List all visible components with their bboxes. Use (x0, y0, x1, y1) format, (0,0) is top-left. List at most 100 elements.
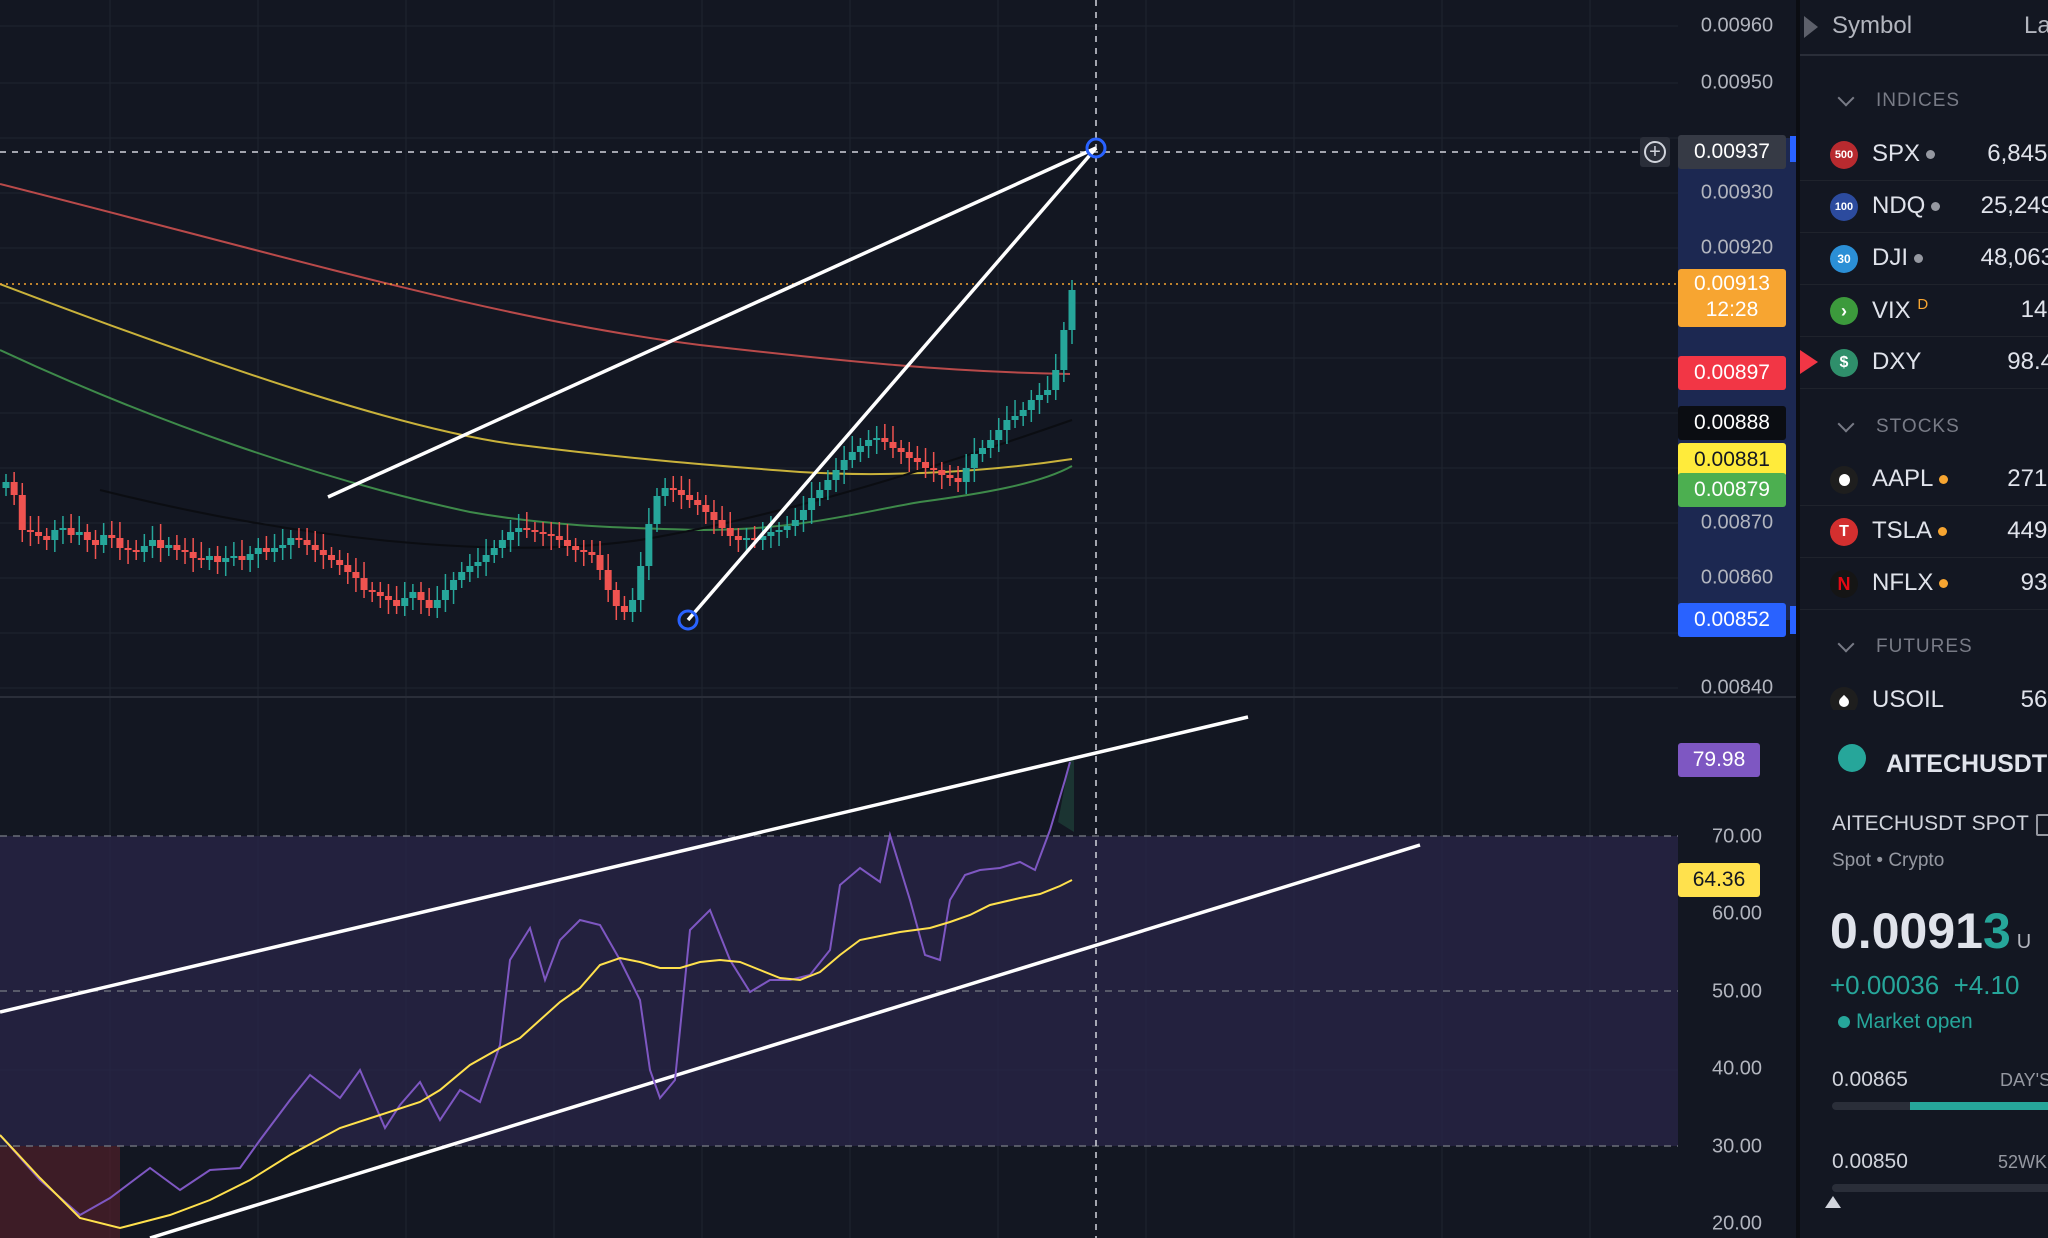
watchlist-row-ndq[interactable]: 100 NDQ 25,249 (1800, 180, 2048, 233)
add-alert-button[interactable]: + (1640, 137, 1670, 167)
candle-body (995, 430, 1003, 440)
symbol-details-panel: AITECHUSDT AITECHUSDT SPOT Spot • Crypto… (1800, 716, 2048, 1238)
candle-body (35, 532, 43, 536)
candle-body (303, 540, 311, 545)
trendline-upper[interactable] (327, 146, 1097, 499)
drop-shape-icon (1836, 694, 1852, 710)
candle-body (865, 440, 873, 446)
candle-body (507, 532, 515, 540)
trendline-handle-bottom[interactable] (677, 609, 699, 631)
symbol-cell: VIX D (1872, 296, 1928, 325)
channel-line-upper[interactable] (0, 715, 1249, 1014)
candle-body (1052, 370, 1060, 390)
oil-drop-icon (1830, 687, 1858, 710)
candle-body (734, 536, 742, 540)
candle-body (588, 552, 596, 555)
crosshair-price-tag: 0.00937 (1678, 135, 1786, 169)
candle-body (629, 600, 637, 612)
candle-body (157, 540, 165, 548)
apple-shape-icon (1838, 474, 1850, 486)
chevron-down-icon (1837, 415, 1855, 433)
candle-body (311, 545, 319, 550)
candle-body (726, 528, 734, 536)
watchlist-row-nflx[interactable]: N NFLX 93. (1800, 557, 2048, 610)
candle-body (458, 572, 466, 580)
ma-yellow-line (0, 283, 1073, 476)
section-title: STOCKS (1876, 416, 1960, 437)
candle-body (881, 438, 889, 442)
candle-body (376, 592, 384, 596)
chevron-down-icon (1837, 89, 1855, 107)
status-dot (1931, 202, 1941, 212)
chart-canvas[interactable] (0, 0, 1800, 1238)
trendline-lower[interactable] (686, 146, 1098, 622)
netflix-logo-icon: N (1830, 570, 1858, 598)
candle-body (83, 532, 91, 540)
trendline-handle-top[interactable] (1085, 137, 1107, 159)
candle-body (970, 454, 978, 468)
rsi-line (0, 761, 1071, 1217)
watchlist-row-aapl[interactable]: AAPL 271. (1800, 453, 2048, 506)
candle-body (1003, 420, 1011, 430)
last-price: 25,249 (1980, 192, 2048, 219)
detail-type: Spot • Crypto (1832, 850, 1945, 871)
watchlist-row-dji[interactable]: 30 DJI 48,063 (1800, 232, 2048, 285)
tesla-logo-icon: T (1830, 518, 1858, 546)
section-title: INDICES (1876, 90, 1961, 111)
column-last[interactable]: La (2024, 12, 2048, 39)
price-range-marker-top (1790, 136, 1796, 162)
candle-body (360, 578, 368, 590)
rsi-label: 60.00 (1711, 902, 1763, 925)
candle-body (409, 592, 417, 598)
rsi-overbought-fill (1058, 756, 1074, 832)
watchlist-row-vix[interactable]: › VIX D 14. (1800, 284, 2048, 337)
rsi-value-tag: 79.98 (1678, 743, 1760, 777)
symbol-name: DXY (1872, 348, 1922, 375)
candle-body (873, 438, 881, 440)
candle-body (515, 528, 523, 532)
candle-body (51, 530, 59, 540)
external-link-icon[interactable] (2036, 814, 2048, 836)
watchlist-row-usoil[interactable]: USOIL 56. (1800, 674, 2048, 710)
candle-body (124, 548, 132, 550)
symbol-cell: TSLA (1872, 517, 1948, 545)
candle-body (18, 495, 26, 530)
candle-body (686, 495, 694, 500)
candle-body (327, 555, 335, 560)
chart-area[interactable]: 0.00960 0.00950 0.00930 0.00920 0.00870 … (0, 0, 1800, 1238)
column-symbol[interactable]: Symbol (1832, 12, 1913, 39)
ma-black-line (99, 419, 1073, 549)
candle-body (1060, 330, 1068, 370)
candle-body (254, 548, 262, 554)
symbol-name: TSLA (1872, 517, 1933, 544)
section-stocks[interactable]: STOCKS (1800, 406, 2048, 450)
candle-body (474, 562, 482, 566)
watchlist-header: Symbol La (1800, 0, 2048, 56)
section-indices[interactable]: INDICES (1800, 80, 2048, 124)
candle-body (433, 600, 441, 608)
candle-body (637, 566, 645, 600)
spx-logo-icon: 500 (1830, 141, 1858, 169)
candle-body (653, 496, 661, 524)
aitech-logo-icon[interactable] (1838, 744, 1866, 772)
watchlist-row-spx[interactable]: 500 SPX 6,845. (1800, 128, 2048, 181)
candle-body (563, 540, 571, 546)
watchlist-row-dxy[interactable]: $ DXY 98.4 (1800, 336, 2048, 389)
channel-line-lower[interactable] (149, 843, 1421, 1238)
apple-logo-icon (1830, 466, 1858, 494)
panel-divider[interactable] (1796, 0, 1800, 1238)
candle-body (694, 500, 702, 505)
detail-full-name[interactable]: AITECHUSDT SPOT (1832, 812, 2029, 835)
market-status: Market open (1838, 1010, 1973, 1034)
section-futures[interactable]: FUTURES (1800, 626, 2048, 670)
symbol-name: SPX (1872, 140, 1921, 167)
candle-body (555, 536, 563, 540)
watchlist-row-tsla[interactable]: T TSLA 449. (1800, 505, 2048, 558)
detail-symbol[interactable]: AITECHUSDT (1886, 750, 2048, 778)
candle-body (368, 590, 376, 592)
candle-body (401, 598, 409, 606)
vix-logo-icon: › (1830, 297, 1858, 325)
candle-body (816, 490, 824, 498)
horizontal-grid (0, 25, 1678, 1071)
candle-body (661, 488, 669, 496)
